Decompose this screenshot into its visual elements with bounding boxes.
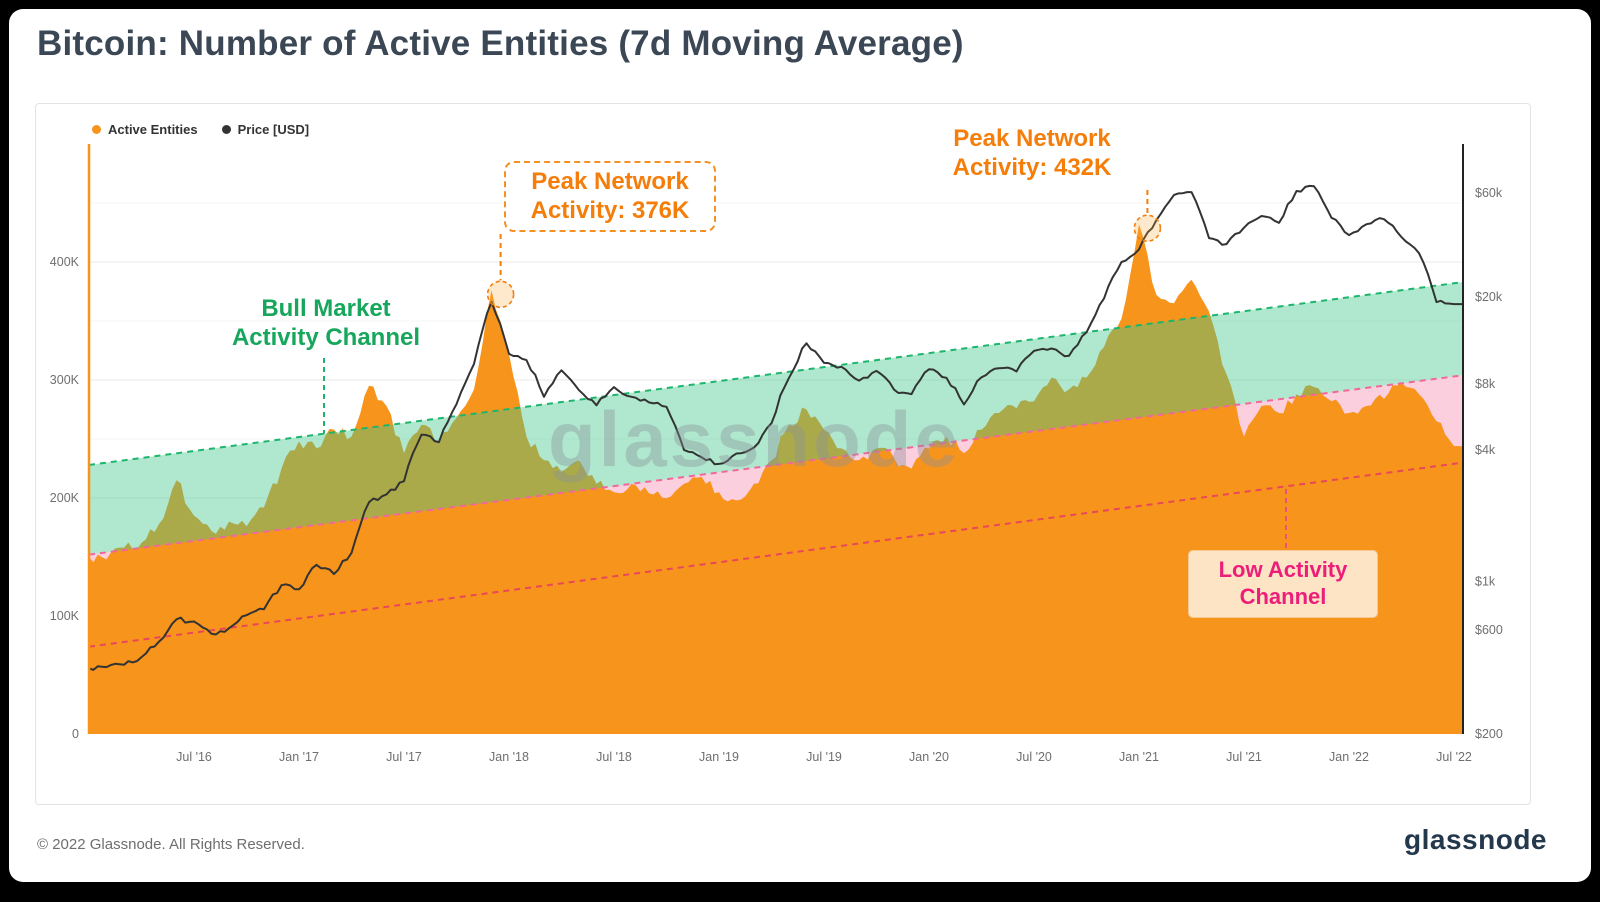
annotation-line: Peak Network — [953, 125, 1111, 152]
annotation-peak-376k: Peak Network Activity: 376K — [504, 161, 716, 232]
annotation-low-activity-channel: Low Activity Channel — [1188, 550, 1378, 618]
annotation-line: Activity Channel — [231, 324, 421, 352]
svg-text:Jul '21: Jul '21 — [1226, 750, 1262, 764]
svg-text:$8k: $8k — [1475, 377, 1496, 391]
svg-text:Jan '22: Jan '22 — [1329, 750, 1369, 764]
annotation-line: Low Activity — [1218, 557, 1348, 582]
annotation-line: Bull Market — [261, 295, 391, 322]
svg-text:$4k: $4k — [1475, 443, 1496, 457]
legend-item-price[interactable]: Price [USD] — [221, 122, 310, 137]
page-title: Bitcoin: Number of Active Entities (7d M… — [37, 24, 964, 63]
chart-plot: 0 100K 200K 300K 400K $200 $600 $1k $4k $8k $20k $6… — [50, 144, 1503, 764]
svg-text:Jan '18: Jan '18 — [489, 750, 529, 764]
annotation-line: Peak Network — [531, 168, 689, 195]
svg-text:Jan '17: Jan '17 — [279, 750, 319, 764]
chart-legend: Active Entities Price [USD] — [92, 122, 309, 137]
svg-text:300K: 300K — [50, 373, 80, 387]
svg-text:$200: $200 — [1475, 727, 1503, 741]
annotation-line: Activity: 432K — [952, 154, 1112, 182]
svg-text:Jan '21: Jan '21 — [1119, 750, 1159, 764]
svg-text:Jul '22: Jul '22 — [1436, 750, 1472, 764]
price-dot-icon — [221, 125, 231, 134]
svg-text:Jul '16: Jul '16 — [176, 750, 212, 764]
legend-label-active-entities: Active Entities — [108, 122, 198, 137]
svg-text:200K: 200K — [50, 491, 80, 505]
svg-text:Jan '20: Jan '20 — [909, 750, 949, 764]
svg-text:100K: 100K — [50, 609, 80, 623]
annotation-line: Activity: 376K — [530, 197, 690, 225]
svg-text:0: 0 — [72, 727, 79, 741]
svg-text:$600: $600 — [1475, 623, 1503, 637]
legend-label-price: Price [USD] — [237, 122, 310, 137]
svg-text:Jul '19: Jul '19 — [806, 750, 842, 764]
annotation-bull-market-channel: Bull Market Activity Channel — [208, 294, 444, 353]
annotation-line: Channel — [1239, 583, 1327, 609]
svg-text:400K: 400K — [50, 255, 80, 269]
chart-card: Active Entities Price [USD] 0 100K 200K 300… — [35, 103, 1531, 805]
report-sheet: Bitcoin: Number of Active Entities (7d M… — [9, 9, 1591, 882]
legend-item-active-entities[interactable]: Active Entities — [92, 122, 198, 137]
svg-text:Jul '20: Jul '20 — [1016, 750, 1052, 764]
copyright-text: © 2022 Glassnode. All Rights Reserved. — [37, 836, 305, 853]
active-entities-dot-icon — [92, 125, 101, 134]
svg-text:$1k: $1k — [1475, 574, 1496, 588]
svg-text:Jul '18: Jul '18 — [596, 750, 632, 764]
glassnode-logo: glassnode — [1404, 824, 1547, 855]
annotation-peak-432k: Peak Network Activity: 432K — [914, 124, 1150, 183]
svg-text:Jan '19: Jan '19 — [699, 750, 739, 764]
svg-text:$60k: $60k — [1475, 186, 1503, 200]
svg-text:Jul '17: Jul '17 — [386, 750, 422, 764]
svg-text:$20k: $20k — [1475, 290, 1503, 304]
